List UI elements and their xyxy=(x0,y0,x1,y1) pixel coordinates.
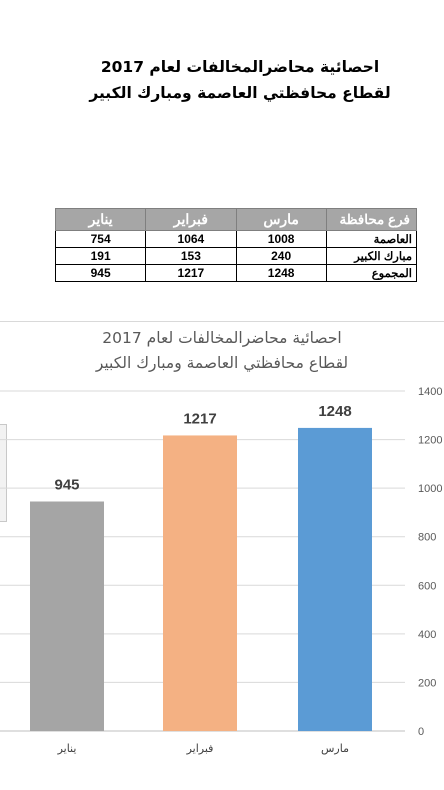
cell-march: 1248 xyxy=(235,264,327,282)
cell-january: 945 xyxy=(54,264,147,282)
y-tick-label: 600 xyxy=(418,580,436,592)
table-row: مبارك الكبير 240 153 191 xyxy=(54,247,418,265)
cell-february: 1064 xyxy=(145,230,237,248)
cell-branch: مبارك الكبير xyxy=(325,247,418,265)
header-january: يناير xyxy=(54,208,147,231)
data-label: 945 xyxy=(54,477,79,494)
y-tick-label: 1200 xyxy=(418,435,442,447)
document-title-line1: احصائية محاضرالمخالفات لعام 2017 xyxy=(100,58,380,76)
bar xyxy=(298,427,372,731)
y-tick-label: 200 xyxy=(418,677,436,689)
y-tick-label: 400 xyxy=(418,629,436,641)
table-row: العاصمة 1008 1064 754 xyxy=(54,230,418,248)
y-tick-label: 1400 xyxy=(418,386,442,398)
cell-february: 1217 xyxy=(145,264,237,282)
table-row: المجموع 1248 1217 945 xyxy=(54,264,418,282)
chart-title: احصائية محاضرالمخالفات لعام 2017 xyxy=(102,329,341,347)
bar xyxy=(30,501,104,731)
x-tick-label: فبراير xyxy=(186,742,214,755)
bar xyxy=(163,435,237,731)
data-label: 1217 xyxy=(183,410,216,427)
cell-branch: المجموع xyxy=(325,264,418,282)
document-title-line2: لقطاع محافظتي العاصمة ومبارك الكبير xyxy=(89,84,391,102)
violations-table: فرع محافظة مارس فبراير يناير العاصمة 100… xyxy=(54,208,418,282)
header-branch: فرع محافظة xyxy=(325,208,418,231)
chart-subtitle: لقطاع محافظتي العاصمة ومبارك الكبير xyxy=(95,354,348,373)
cell-march: 1008 xyxy=(235,230,327,248)
x-tick-label: يناير xyxy=(57,742,77,755)
y-tick-label: 1000 xyxy=(418,483,442,495)
y-tick-label: 800 xyxy=(418,532,436,544)
y-tick-label: 0 xyxy=(418,726,424,738)
x-tick-label: مارس xyxy=(321,742,349,755)
data-label: 1248 xyxy=(318,403,351,420)
chart-side-handle[interactable] xyxy=(0,424,7,522)
